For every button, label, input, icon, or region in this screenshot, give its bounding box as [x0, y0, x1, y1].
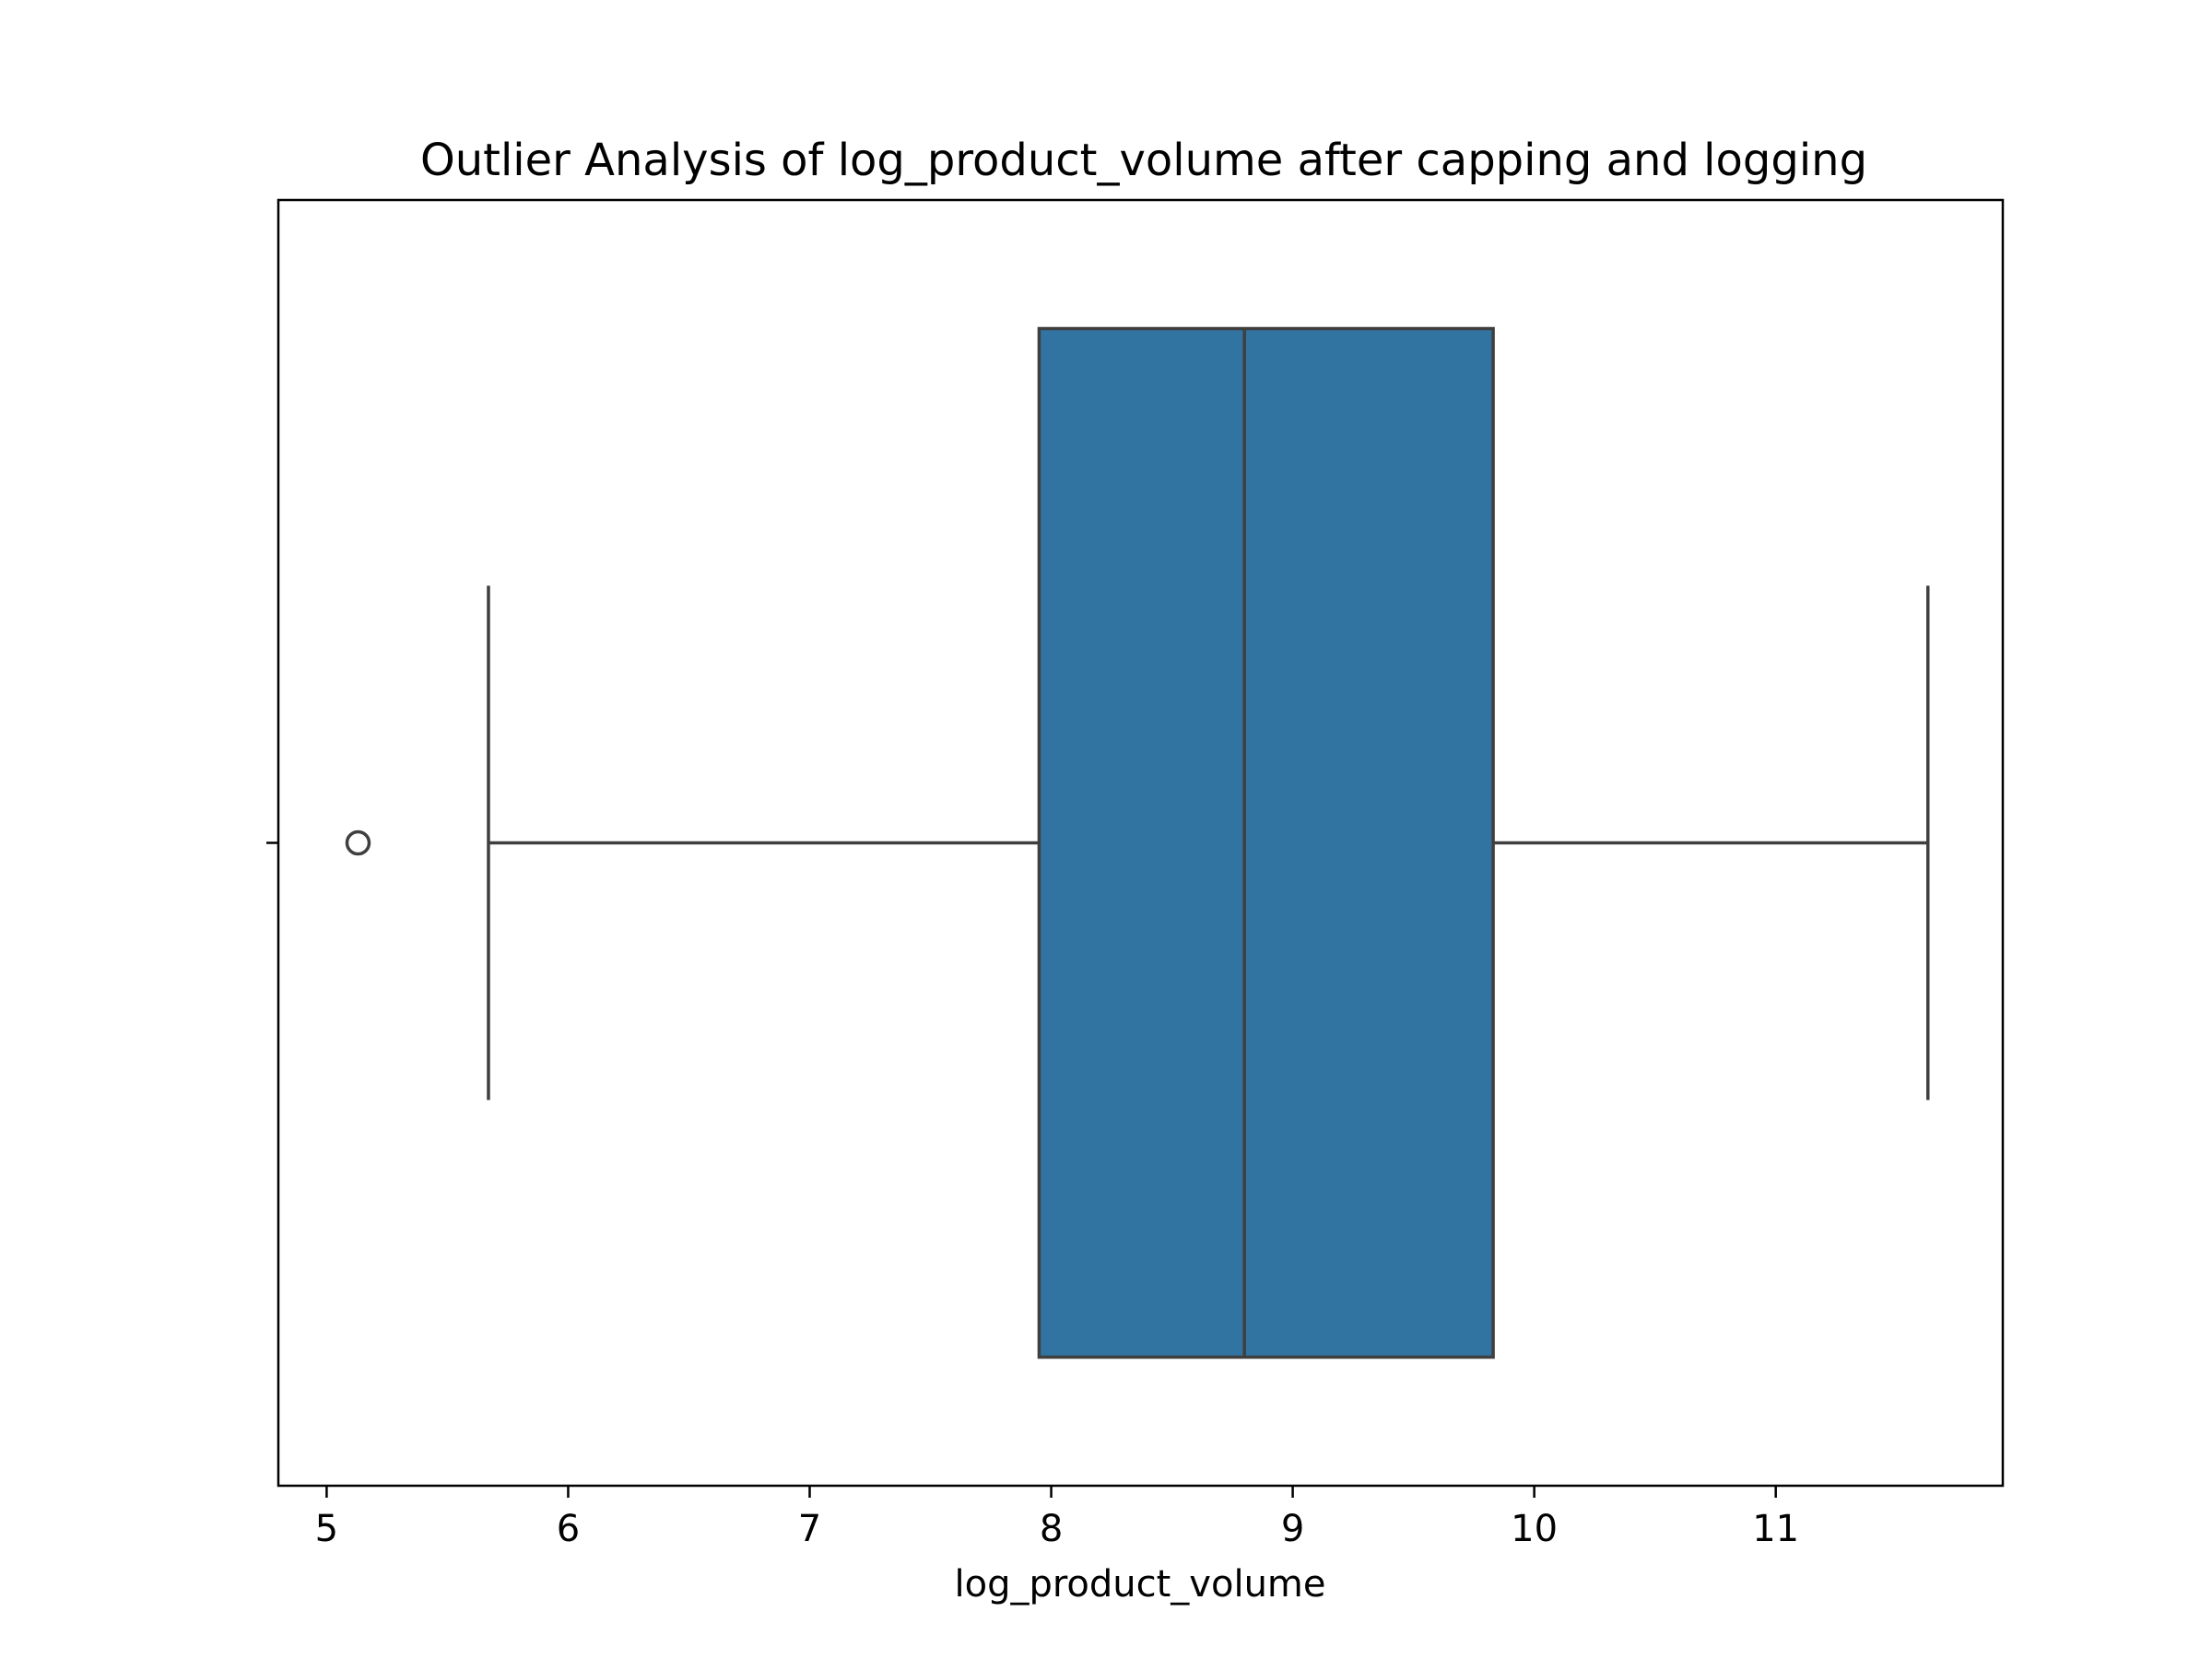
- x-axis-ticks: 5 6 7 8 9 10 11: [266, 841, 1799, 1550]
- chart-title: Outlier Analysis of log_product_volume a…: [420, 135, 1867, 186]
- x-tick-label: 7: [798, 1508, 821, 1550]
- outlier-point: [345, 830, 371, 856]
- plot-area: [345, 326, 1930, 1359]
- x-axis-label: log_product_volume: [954, 1563, 1325, 1606]
- x-tick-label: 10: [1511, 1508, 1558, 1550]
- iqr-box: [1037, 326, 1495, 1359]
- x-tick-label: 5: [315, 1508, 338, 1550]
- x-tick-label: 9: [1281, 1508, 1304, 1550]
- x-tick-label: 6: [557, 1508, 580, 1550]
- x-tick-label: 11: [1752, 1508, 1799, 1550]
- x-tick-label: 8: [1040, 1508, 1063, 1550]
